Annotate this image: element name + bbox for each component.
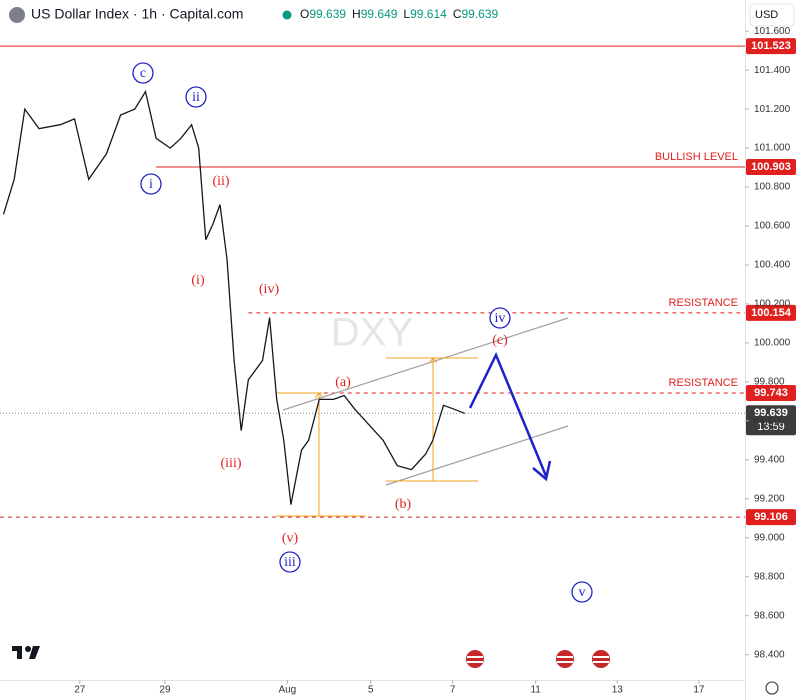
wave-label: (i) [191,273,205,288]
wave-label: v [579,585,586,600]
x-tick-label: 17 [693,685,705,696]
ohlc-label: L [403,7,410,21]
ohlc-value: 99.639 [309,7,346,21]
settings-button[interactable] [765,681,779,695]
y-tick-label: 98.400 [754,649,785,660]
wave-circle [489,307,511,329]
level-price-label: 99.106 [754,511,788,523]
watermark: DXY [331,311,413,355]
ohlc-value: 99.639 [461,7,498,21]
level-label: RESISTANCE [669,377,738,389]
header: US Dollar Index · 1h · Capital.com O99.6… [9,3,795,27]
currency[interactable]: USD [755,9,778,21]
channel-upper [282,317,569,411]
y-tick-label: 100.000 [754,338,791,349]
y-tick-label: 101.400 [754,65,791,76]
level-price-label: 99.743 [754,387,788,399]
level-label: BULLISH LEVEL [655,151,738,163]
level-price-box [746,384,796,401]
x-tick-label: 5 [368,685,374,696]
wave-label: i [149,177,153,192]
y-tick-label: 100.800 [754,182,791,193]
level-price-label: 100.903 [751,161,791,173]
y-tick-label: 101.000 [754,143,791,154]
ohlc-value: 99.649 [361,7,398,21]
x-tick-label: Aug [278,685,296,696]
y-tick-label: 101.200 [754,104,791,115]
projection-arrow [468,351,548,477]
y-tick-label: 100.600 [754,221,791,232]
projection-arrowhead [532,460,552,482]
x-tick-label: 7 [450,685,456,696]
ohlc-value: 99.614 [410,7,447,21]
measure-arrow [314,392,324,399]
y-tick-label: 99.200 [754,493,785,504]
ohlc: O99.639 H99.649 L99.614 C99.639 [300,7,499,21]
level-label: RESISTANCE [669,297,738,309]
wave-label: (iv) [259,282,280,297]
drawings [276,317,569,517]
market-status [282,10,292,20]
wave-label: iii [284,555,296,570]
level-price-box [746,304,796,321]
y-tick-label: 99.800 [754,377,785,388]
levels: 101.523 BULLISH LEVEL 100.903 RESISTANCE 100… [0,38,796,526]
last-price-box [746,405,796,436]
level-price-box [746,509,796,526]
level-price-box [746,38,796,55]
price-line [2,89,465,505]
wave-label: iv [495,311,506,326]
wave-label: (iii) [221,456,242,471]
tv-logo [12,646,40,659]
wave-circle [132,62,154,84]
event-flags [466,650,610,668]
wave-label: (v) [282,531,299,546]
wave-label: (b) [395,497,412,512]
measure-arrow [428,357,438,364]
y-tick-label: 99.000 [754,532,785,543]
wave-label: (ii) [212,174,229,189]
level-price-box [746,158,796,175]
ohlc-label: O [300,7,309,21]
ohlc-label: H [352,7,361,21]
last-price-label: 99.639 [754,407,788,419]
y-tick-label: 100.200 [754,299,791,310]
wave-circle [571,581,593,603]
x-tick-label: 13 [612,685,624,696]
y-tick-label: 98.600 [754,610,785,621]
x-tick-label: 11 [530,685,541,696]
level-price-label: 101.523 [751,40,791,52]
wave-circle [279,551,301,573]
wave-label: (c) [492,333,508,348]
wave-circle [140,173,162,195]
y-tick-label: 100.400 [754,260,791,271]
wave-label: ii [192,90,200,105]
wave-label: c [140,66,146,81]
channel-lower [385,425,569,486]
wave-circle [185,86,207,108]
wave-label: (a) [335,375,351,390]
y-tick-label: 101.600 [754,26,791,37]
y-tick-label: 99.600 [754,416,785,427]
symbol-logo [9,7,25,23]
currency-button[interactable] [749,3,795,27]
symbol-title: US Dollar Index · 1h · Capital.com [31,6,243,22]
y-tick-label: 99.400 [754,454,785,465]
countdown: 13:59 [757,421,785,433]
x-tick-label: 27 [74,685,86,696]
ohlc-label: C [453,7,462,21]
x-tick-label: 29 [159,685,171,696]
level-price-label: 100.154 [751,307,792,319]
y-tick-label: 98.800 [754,571,785,582]
